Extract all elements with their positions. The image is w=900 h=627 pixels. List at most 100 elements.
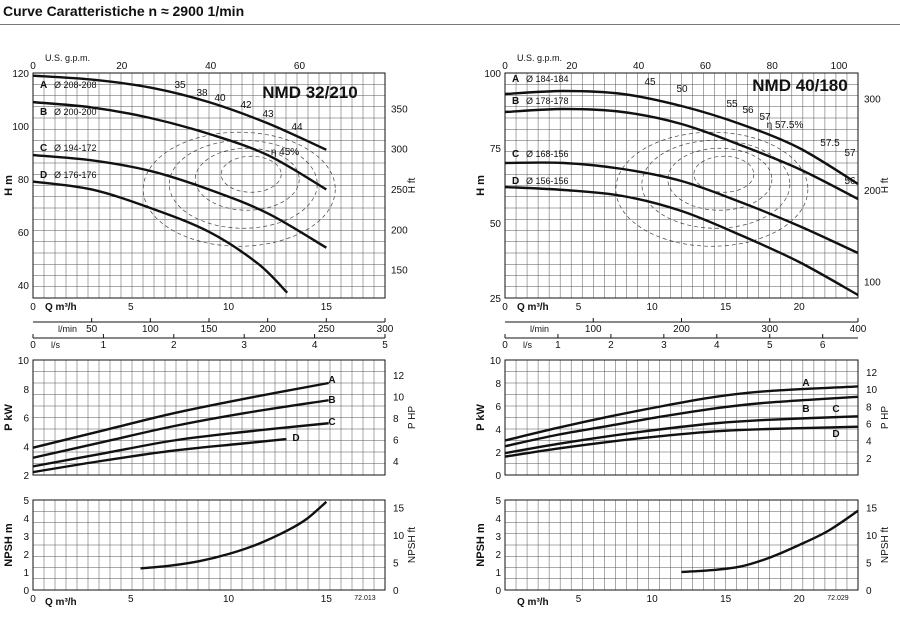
tick-label: 0 [30,594,36,605]
tick-label: 10 [393,393,405,404]
curve-impeller-B: Ø 200-200 [54,107,97,117]
figure-code: 72.029 [827,595,849,602]
efficiency-label: 43 [262,109,274,120]
tick-label: 4 [866,437,872,448]
plot-frame [32,499,386,591]
tick-label: 60 [700,61,712,72]
efficiency-label: 57 [844,148,856,159]
tick-label: 50 [86,324,98,335]
tick-label: 100 [484,69,501,80]
tick-label: 2 [866,454,872,465]
tick-label: 15 [393,504,405,515]
curve-impeller-C: Ø 194-172 [54,143,97,153]
power-curve-D [504,425,859,458]
tick-label: 10 [866,531,878,542]
x-axis-label: Q m³/h [45,302,77,313]
tick-label: 200 [673,324,690,335]
tick-label: 150 [201,324,218,335]
curve-letter-A: A [512,74,519,85]
tick-label: 60 [18,228,30,239]
tick-label: 4 [393,457,399,468]
efficiency-contour [220,155,282,193]
y-axis-label-right: P HP [407,406,418,429]
tick-label: 15 [321,594,333,605]
tick-label: 0 [502,302,508,313]
tick-label: 10 [490,356,502,367]
top-axis-label: U.S. g.p.m. [45,53,90,63]
tick-label: 200 [864,186,881,197]
x-axis-label: Q m³/h [45,597,77,608]
tick-label: 5 [23,496,29,507]
tick-label: 2 [495,448,501,459]
power-letter-B: B [328,395,335,406]
tick-label: 200 [391,225,408,236]
tick-label: 300 [377,324,394,335]
efficiency-label: η 57.5% [767,120,804,131]
tick-label: 8 [495,379,501,390]
tick-label: 10 [647,594,659,605]
tick-label: 5 [382,340,388,351]
ls-axis-label: l/s [51,340,61,350]
tick-label: 4 [495,514,501,525]
tick-label: 12 [393,371,405,382]
tick-label: 3 [495,532,501,543]
lmin-axis-label: l/min [530,324,549,334]
tick-label: 80 [767,61,779,72]
efficiency-label: η 45% [271,147,299,158]
plot-frame [504,499,859,591]
tick-label: 5 [866,559,872,570]
tick-label: 2 [608,340,614,351]
power-letter-A: A [328,375,335,386]
tick-label: 20 [794,302,806,313]
power-curve-D [32,437,287,474]
tick-label: 0 [23,586,29,597]
tick-label: 5 [767,340,773,351]
curve-impeller-D: Ø 156-156 [526,176,569,186]
tick-label: 5 [393,559,399,570]
curve-impeller-C: Ø 168-156 [526,149,569,159]
power-panel: 2 4 6 8 10 4 6 8 10 12 P kW P HP ABC D [3,356,418,482]
tick-label: 10 [647,302,659,313]
y-axis-label-right: NPSH ft [880,527,891,563]
tick-label: 2 [23,550,29,561]
efficiency-label: 56 [844,176,856,187]
power-curve-A [504,385,859,442]
efficiency-label: 44 [291,122,303,133]
power-letter-C: C [832,404,839,415]
tick-label: 2 [171,340,177,351]
tick-label: 250 [318,324,335,335]
page-title: Curve Caratteristiche n ≈ 2900 1/min [3,3,245,19]
power-curve-C [32,422,329,468]
y-axis-label: NPSH m [3,523,15,567]
tick-label: 4 [23,442,29,453]
npsh-curve [681,509,859,574]
tick-label: 400 [850,324,867,335]
tick-label: 0 [502,61,508,72]
ls-axis-label: l/s [523,340,533,350]
head-curve-C [504,161,859,255]
tick-label: 40 [18,281,30,292]
tick-label: 3 [661,340,667,351]
tick-label: 0 [866,586,872,597]
tick-label: 0 [495,471,501,482]
grid [32,359,386,476]
tick-label: 100 [831,61,848,72]
power-letter-B: B [802,404,809,415]
tick-label: 100 [585,324,602,335]
tick-label: 0 [495,586,501,597]
tick-label: 12 [866,368,878,379]
tick-label: 4 [312,340,318,351]
tick-label: 1 [23,568,29,579]
tick-label: 15 [866,504,878,515]
curve-impeller-B: Ø 178-178 [526,96,569,106]
tick-label: 40 [633,61,645,72]
x-axis-label: Q m³/h [517,302,549,313]
tick-label: 50 [490,219,502,230]
y-axis-label: H m [3,175,15,196]
npsh-curve [140,500,328,570]
tick-label: 10 [223,594,235,605]
power-letter-C: C [328,417,335,428]
